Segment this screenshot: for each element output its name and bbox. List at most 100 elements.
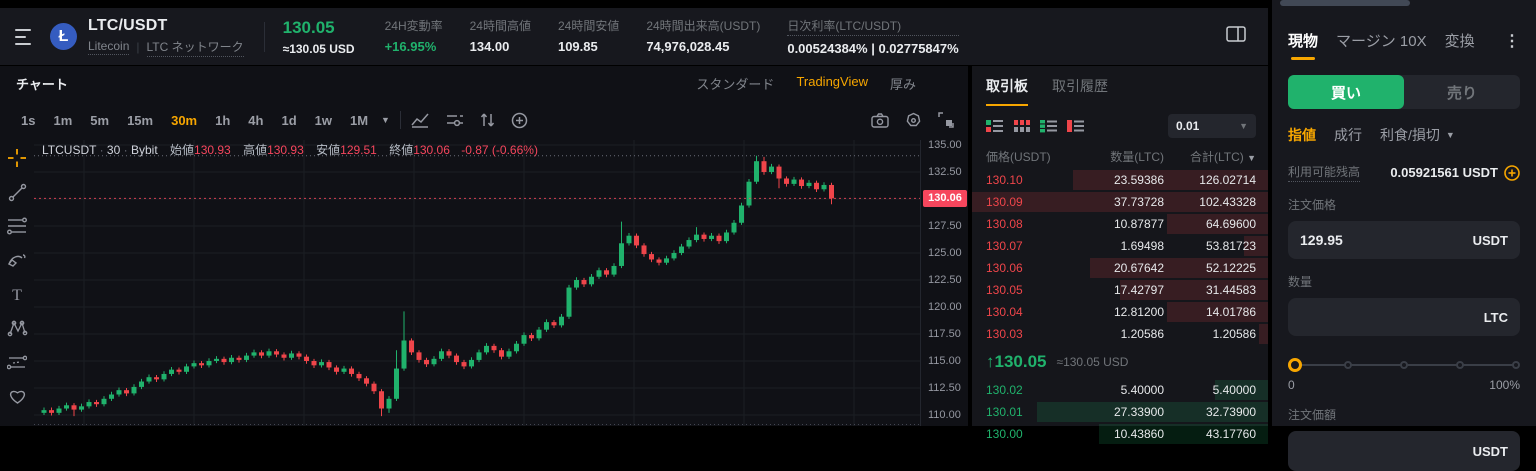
tool-fib-retracement-icon[interactable]: [6, 216, 28, 236]
timeframe-1w[interactable]: 1w: [314, 112, 332, 128]
trade-panel: 現物 マージン 10X 変換 ⋮ 買い 売り 指値 成行 利食/損切 ▼ 利用可能残高 0.…: [1272, 0, 1536, 471]
ask-row[interactable]: 130.09 37.73728 102.43328: [972, 191, 1268, 213]
orderbook-tab-取引板[interactable]: 取引板: [986, 76, 1028, 106]
compare-icon[interactable]: [480, 112, 495, 128]
ask-row[interactable]: 130.03 1.20586 1.20586: [972, 323, 1268, 345]
legend-low: 129.51: [340, 143, 377, 157]
trade-tab-変換[interactable]: 変換: [1444, 33, 1475, 50]
timeframe-30m[interactable]: 30m: [171, 112, 198, 128]
stat-label: 24時間出来高(USDT): [646, 19, 761, 33]
line-chart-icon[interactable]: [411, 112, 430, 128]
tool-trend-line-icon[interactable]: [6, 182, 28, 202]
pair-title[interactable]: LTC/USDT: [88, 16, 168, 34]
tool-brush-icon[interactable]: [6, 250, 28, 270]
row-qty: 1.69498: [1120, 239, 1164, 253]
ask-row[interactable]: 130.08 10.87877 64.69600: [972, 213, 1268, 235]
ask-row[interactable]: 130.05 17.42797 31.44583: [972, 279, 1268, 301]
qty-field[interactable]: LTC: [1288, 298, 1520, 336]
timeframe-1M[interactable]: 1M: [349, 112, 369, 128]
fullscreen-icon[interactable]: [938, 112, 954, 128]
ask-row[interactable]: 130.04 12.81200 14.01786: [972, 301, 1268, 323]
tool-crosshair-icon[interactable]: [6, 148, 28, 168]
ask-row[interactable]: 130.07 1.69498 53.81723: [972, 235, 1268, 257]
order-price-field[interactable]: 129.95 USDT: [1288, 221, 1520, 259]
timeframe-1m[interactable]: 1m: [53, 112, 73, 128]
last-price: 130.05: [282, 17, 335, 37]
stat-value: 0.00524384% | 0.02775847%: [787, 41, 959, 56]
sell-button[interactable]: 売り: [1446, 84, 1477, 102]
candlestick-plot[interactable]: LTCUSDT · 30 · Bybit 始値130.93 高値130.93 安…: [34, 140, 920, 426]
amount-slider[interactable]: [1288, 358, 1520, 372]
scrollbar-thumb[interactable]: [1280, 0, 1410, 6]
slider-stop-75[interactable]: [1456, 361, 1464, 369]
slider-handle[interactable]: [1288, 358, 1302, 372]
buy-sell-toggle: 買い 売り: [1288, 75, 1520, 109]
bid-row[interactable]: 130.00 10.43860 43.17760: [972, 423, 1268, 445]
axis-tick: 122.50: [928, 274, 962, 286]
tool-favorites-heart-icon[interactable]: [6, 386, 28, 406]
trade-tab-現物[interactable]: 現物: [1288, 30, 1318, 60]
toolbar-divider: [399, 111, 401, 129]
axis-tick: 110.00: [928, 409, 961, 421]
legend-close: 130.06: [413, 143, 450, 157]
row-qty: 10.87877: [1113, 217, 1164, 231]
ask-row[interactable]: 130.10 23.59386 126.02714: [972, 169, 1268, 191]
camera-icon[interactable]: [871, 112, 889, 128]
order-type-caret-icon[interactable]: ▼: [1445, 130, 1455, 140]
col-total[interactable]: 合計(LTC) ▼: [1189, 150, 1256, 164]
timeframe-5m[interactable]: 5m: [90, 112, 110, 128]
base-asset-name[interactable]: Litecoin: [88, 39, 130, 55]
stat-value: +16.95%: [384, 39, 437, 54]
plus-circle-icon[interactable]: [511, 112, 528, 129]
order-type-利食/損切[interactable]: 利食/損切: [1380, 127, 1440, 143]
orderbook-tab-取引履歴[interactable]: 取引履歴: [1052, 78, 1108, 94]
trade-panel-more-icon[interactable]: ⋮: [1504, 32, 1520, 50]
timeframe-more-caret-icon[interactable]: ▼: [381, 115, 390, 125]
row-qty: 23.59386: [1113, 173, 1164, 187]
order-price-unit: USDT: [1472, 232, 1508, 248]
settings-gear-icon[interactable]: [905, 112, 922, 129]
tool-text-icon[interactable]: T: [6, 284, 28, 304]
tab-chart[interactable]: チャート: [16, 76, 68, 92]
orderbook-mid-price[interactable]: ↑130.05 ≈130.05 USD: [972, 347, 1268, 377]
legend-open: 130.93: [194, 143, 231, 157]
axis-tick: 120.00: [928, 301, 962, 313]
timeframe-1d[interactable]: 1d: [281, 112, 297, 128]
view-mode-スタンダード[interactable]: スタンダード: [696, 76, 775, 92]
view-mode-厚み[interactable]: 厚み: [889, 76, 916, 92]
ask-row[interactable]: 130.06 20.67642 52.12225: [972, 257, 1268, 279]
tick-size-value: 0.01: [1176, 119, 1200, 133]
slider-stop-100[interactable]: [1512, 361, 1520, 369]
slider-stop-25[interactable]: [1344, 361, 1352, 369]
mode-asks-icon[interactable]: [1067, 119, 1084, 133]
timeframe-1s[interactable]: 1s: [21, 112, 36, 128]
market-list-menu-icon[interactable]: [15, 28, 37, 45]
row-total: 14.01786: [1205, 305, 1256, 319]
order-type-成行[interactable]: 成行: [1334, 127, 1362, 143]
tick-size-select[interactable]: 0.01 ▼: [1168, 114, 1256, 138]
indicators-icon[interactable]: [446, 113, 464, 127]
slider-stop-50[interactable]: [1400, 361, 1408, 369]
mode-depth-icon[interactable]: [1013, 119, 1030, 133]
trade-tab-マージン 10X[interactable]: マージン 10X: [1336, 33, 1427, 50]
mode-combined-icon[interactable]: [986, 119, 1003, 133]
buy-button[interactable]: 買い: [1288, 75, 1404, 109]
mode-bids-icon[interactable]: [1040, 119, 1057, 133]
timeframe-1h[interactable]: 1h: [215, 112, 231, 128]
row-qty: 27.33900: [1113, 405, 1164, 419]
bid-row[interactable]: 130.02 5.40000 5.40000: [972, 379, 1268, 401]
timeframe-15m[interactable]: 15m: [127, 112, 154, 128]
deposit-plus-icon[interactable]: [1504, 164, 1520, 181]
tool-projection-icon[interactable]: [6, 352, 28, 372]
header-divider: [263, 21, 265, 52]
timeframe-4h[interactable]: 4h: [248, 112, 264, 128]
orderbook-panel-toggle-icon[interactable]: [1226, 26, 1246, 47]
bid-row[interactable]: 130.01 27.33900 32.73900: [972, 401, 1268, 423]
tool-xabcd-pattern-icon[interactable]: [6, 318, 28, 338]
price-axis[interactable]: 135.00 132.50 127.50 125.00 122.50 120.00 117.…: [920, 139, 968, 426]
order-total-field[interactable]: USDT: [1288, 431, 1520, 471]
network-name[interactable]: LTC ネットワーク: [146, 38, 244, 57]
order-type-指値[interactable]: 指値: [1288, 127, 1316, 143]
row-total: 102.43328: [1199, 195, 1256, 209]
view-mode-TradingView[interactable]: TradingView: [796, 73, 868, 89]
